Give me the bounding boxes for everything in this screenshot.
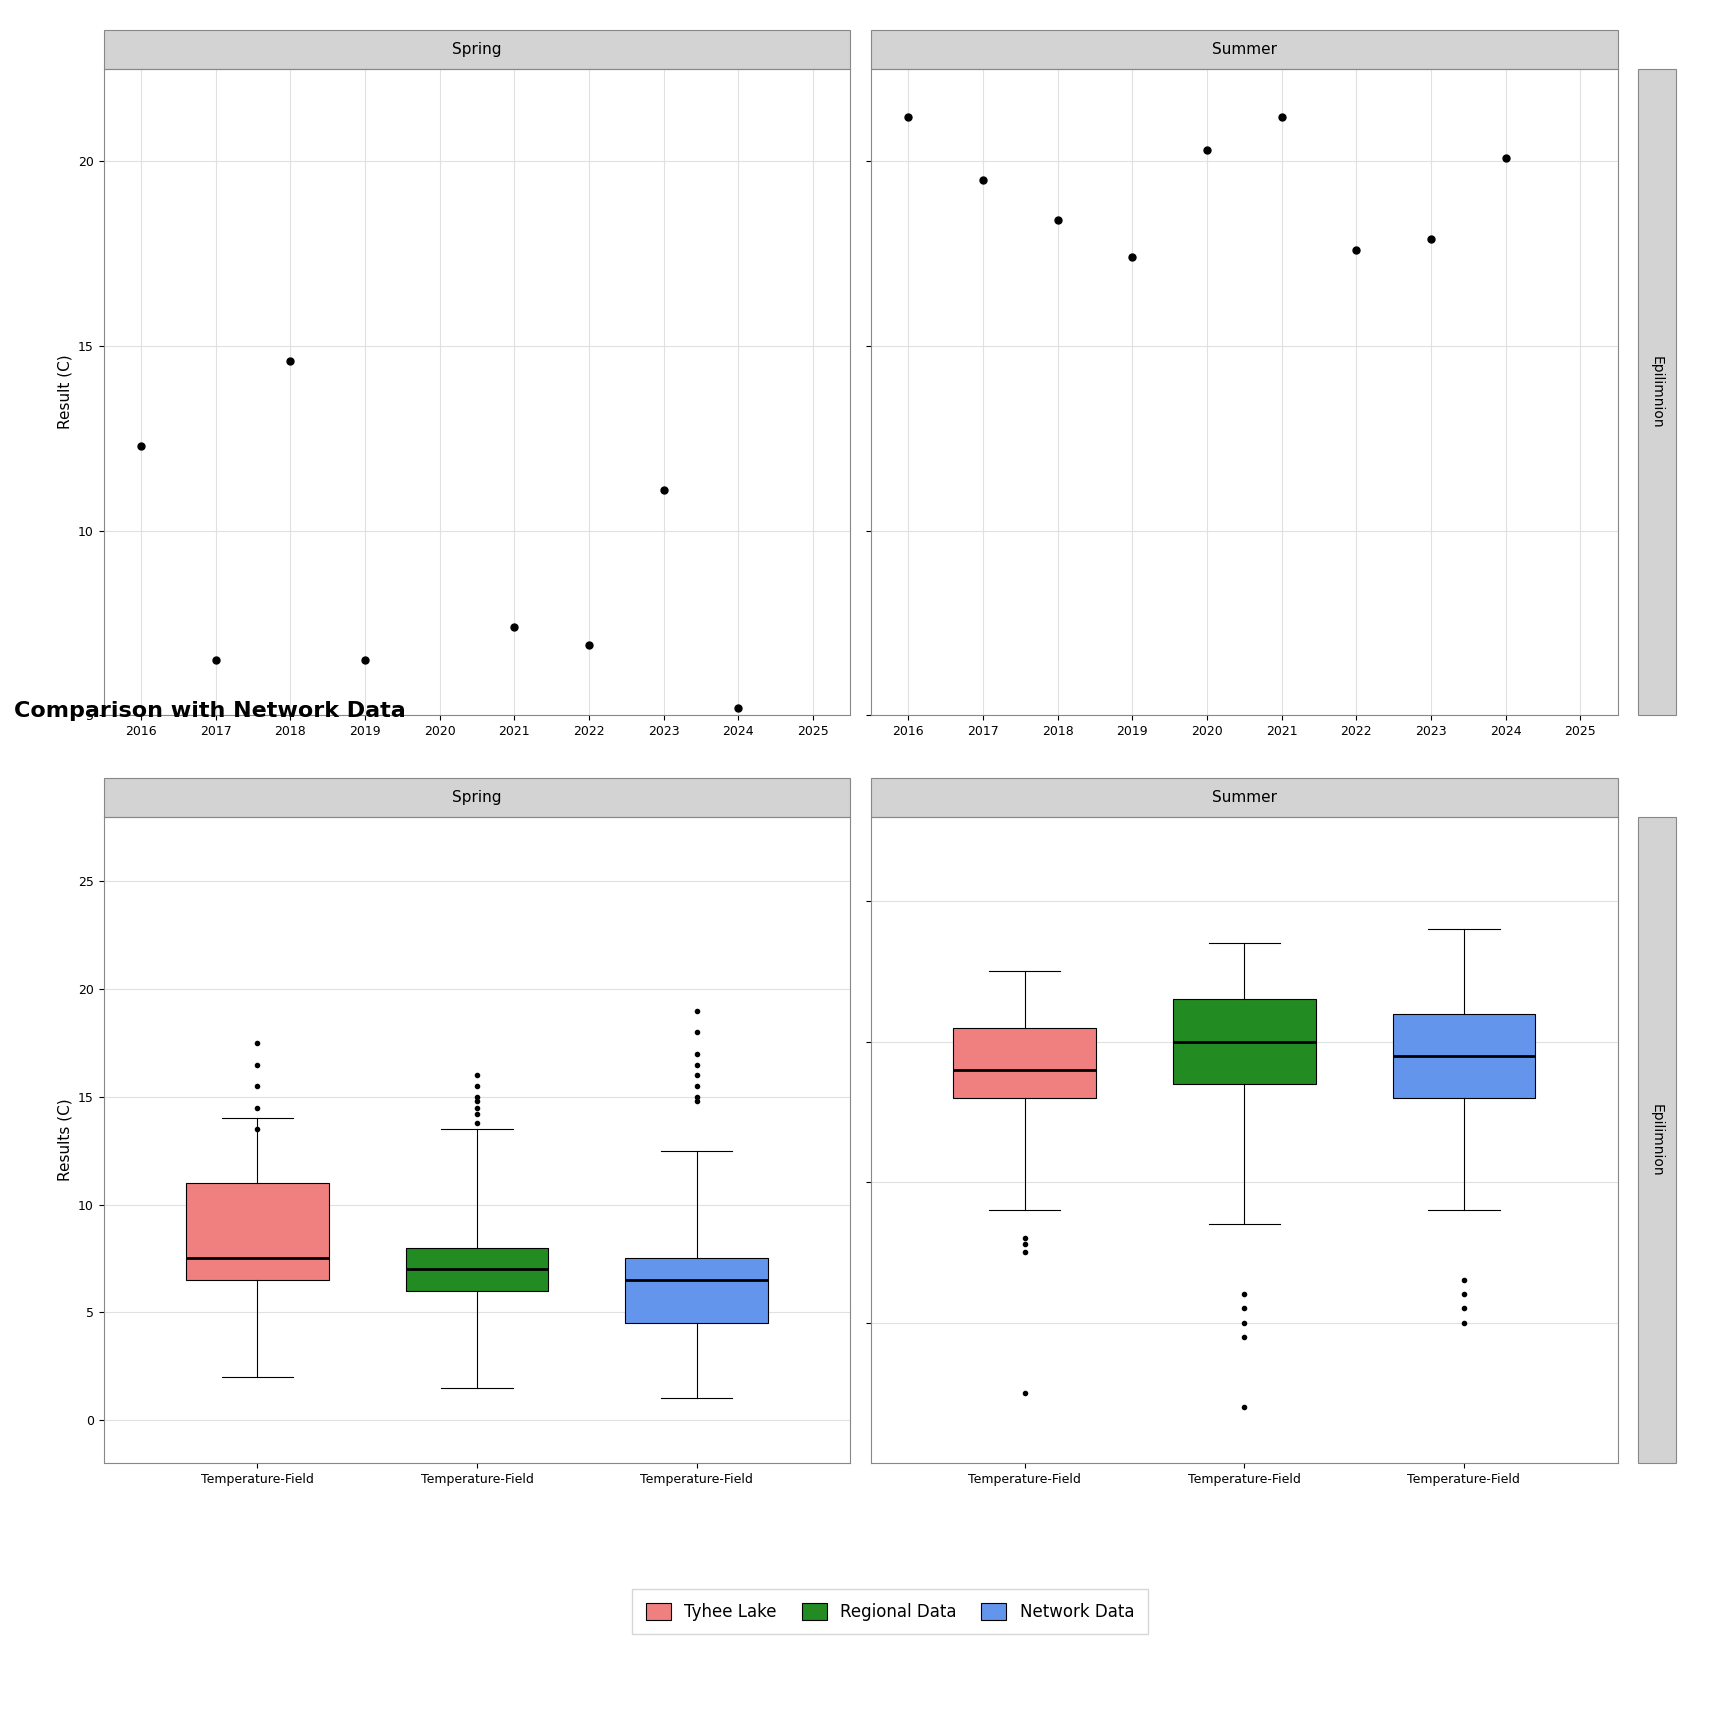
Text: Summer: Summer (1211, 790, 1277, 805)
Text: Epilimnion: Epilimnion (1650, 356, 1664, 429)
Text: Comparison with Network Data: Comparison with Network Data (14, 700, 406, 721)
PathPatch shape (1173, 999, 1315, 1083)
Y-axis label: Result (C): Result (C) (57, 354, 73, 430)
Text: Spring: Spring (453, 41, 501, 57)
FancyBboxPatch shape (104, 31, 850, 69)
FancyBboxPatch shape (104, 778, 850, 817)
FancyBboxPatch shape (1638, 817, 1676, 1464)
PathPatch shape (406, 1248, 548, 1291)
Text: Summer: Summer (1211, 41, 1277, 57)
Text: Spring: Spring (453, 790, 501, 805)
FancyBboxPatch shape (871, 778, 1617, 817)
PathPatch shape (187, 1184, 328, 1280)
Legend: Tyhee Lake, Regional Data, Network Data: Tyhee Lake, Regional Data, Network Data (632, 1590, 1147, 1635)
FancyBboxPatch shape (871, 31, 1617, 69)
PathPatch shape (1393, 1014, 1534, 1097)
Text: Epilimnion: Epilimnion (1650, 1104, 1664, 1177)
Y-axis label: Results (C): Results (C) (57, 1099, 73, 1182)
FancyBboxPatch shape (1638, 69, 1676, 715)
PathPatch shape (954, 1028, 1096, 1097)
PathPatch shape (626, 1258, 767, 1324)
